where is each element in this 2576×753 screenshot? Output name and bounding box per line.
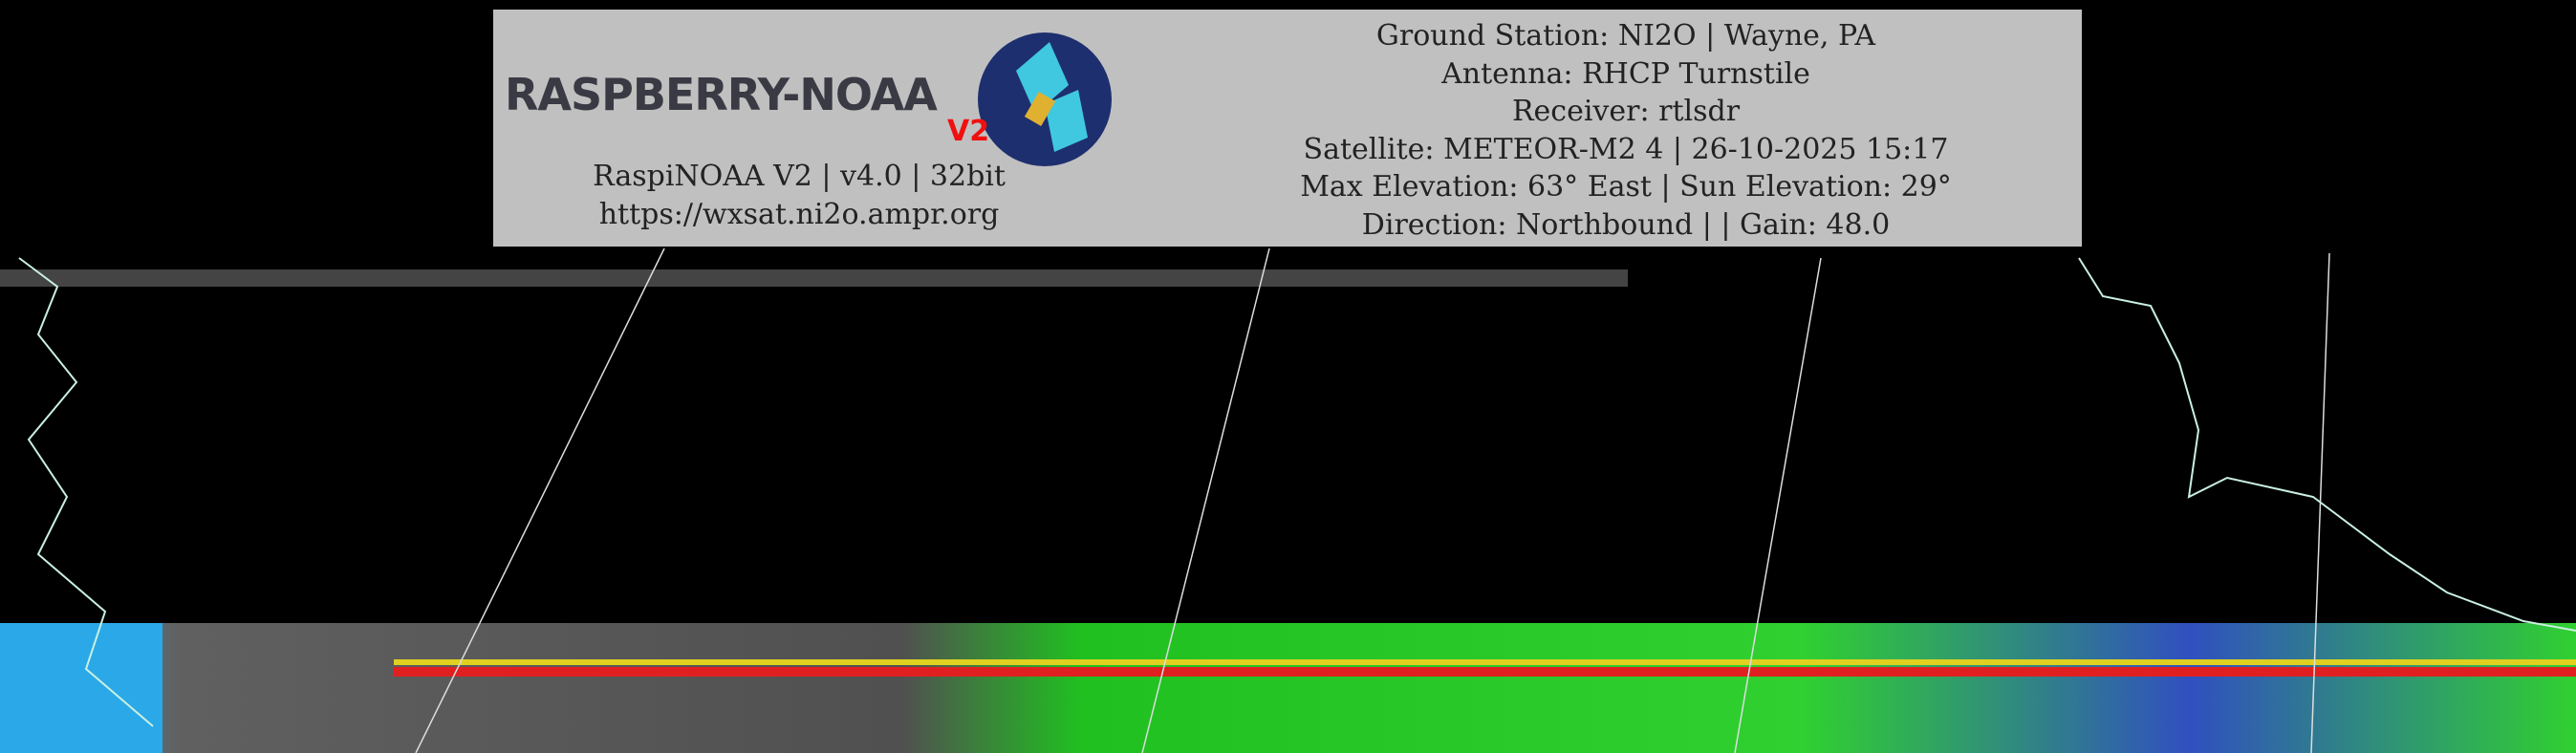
receiver: Receiver: rtlsdr xyxy=(1511,95,1741,128)
precipitation-band-red xyxy=(394,667,2576,677)
satellite-icon xyxy=(978,32,1112,166)
logo-text: RASPBERRY-NOAA xyxy=(505,69,938,120)
logo-badge: V2 xyxy=(947,115,990,148)
direction-gain: Direction: Northbound | | Gain: 48.0 xyxy=(1361,207,1891,242)
precipitation-band-yellow xyxy=(394,659,2576,665)
software-info: RaspiNOAA V2 | v4.0 | 32bit https://wxsa… xyxy=(493,158,1105,234)
top-scan-strip xyxy=(0,269,1628,287)
website-url: https://wxsat.ni2o.ampr.org xyxy=(598,198,1000,231)
pass-info-header: RASPBERRY-NOAA V2 RaspiNOAA V2 | v4.0 | … xyxy=(493,10,2082,247)
antenna: Antenna: RHCP Turnstile xyxy=(1441,56,1810,91)
pass-details: Ground Station: NI2O | Wayne, PA Antenna… xyxy=(1181,17,2070,244)
bottom-scan-band xyxy=(0,623,2576,753)
coastline xyxy=(18,257,2576,727)
raspberry-noaa-logo: RASPBERRY-NOAA V2 xyxy=(505,19,1116,166)
elevation: Max Elevation: 63° East | Sun Elevation:… xyxy=(1300,170,1952,204)
satellite: Satellite: METEOR-M2 4 | 26-10-2025 15:1… xyxy=(1303,132,1949,166)
left-coast-area xyxy=(0,623,162,753)
version-line: RaspiNOAA V2 | v4.0 | 32bit xyxy=(593,160,1006,193)
ground-station: Ground Station: NI2O | Wayne, PA xyxy=(1375,19,1876,53)
